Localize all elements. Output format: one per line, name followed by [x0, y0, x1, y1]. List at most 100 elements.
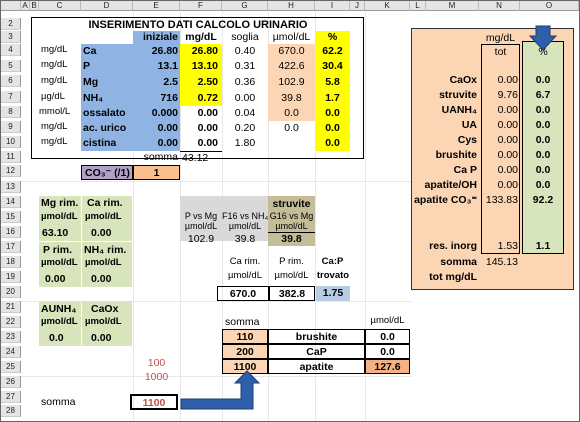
analyte-name[interactable]: Ca: [81, 44, 133, 59]
row-number[interactable]: 2: [1, 18, 21, 30]
unit-cell[interactable]: mg/dL: [41, 121, 68, 132]
result-pct[interactable]: 0.0: [535, 74, 551, 86]
col-header-g[interactable]: G: [222, 1, 268, 11]
mgdl-value[interactable]: 0.00: [197, 137, 218, 149]
col-header-b[interactable]: B: [30, 1, 39, 11]
col-header-c[interactable]: C: [39, 1, 81, 11]
soglia-value[interactable]: 0.40: [234, 45, 256, 57]
analyte-name[interactable]: Mg: [81, 75, 133, 91]
mgdl-value[interactable]: 13.10: [180, 59, 222, 75]
somma-right-tot[interactable]: 145.13: [485, 256, 518, 268]
result-pct[interactable]: 0.0: [535, 104, 551, 116]
mgdl-value[interactable]: 0.72: [180, 91, 222, 106]
row-number[interactable]: 5: [1, 60, 21, 72]
unit-cell[interactable]: mg/dL: [41, 59, 68, 70]
iniziale-input[interactable]: 0.00: [133, 136, 180, 151]
umol-value[interactable]: 0.0: [268, 106, 315, 121]
result-pct[interactable]: 92.2: [532, 194, 554, 206]
row-number[interactable]: 20: [1, 286, 21, 298]
row-number[interactable]: 21: [1, 301, 21, 313]
result-pct[interactable]: 0.0: [535, 179, 551, 191]
pvsmg-value[interactable]: 102.9: [187, 233, 215, 245]
soglia-value[interactable]: 1.80: [234, 137, 256, 149]
mgdl-value[interactable]: 0.00: [197, 122, 218, 134]
umol-value[interactable]: 39.8: [268, 91, 315, 106]
row-number[interactable]: 26: [1, 376, 21, 388]
unit-cell[interactable]: µg/dL: [41, 91, 65, 102]
percent-value[interactable]: 1.7: [315, 91, 350, 106]
red-value[interactable]: 100: [147, 357, 166, 369]
result-tot[interactable]: 9.76: [497, 89, 518, 101]
analyte-name[interactable]: cistina: [81, 136, 133, 151]
co3-label[interactable]: CO₃⁻ (/1): [81, 165, 133, 180]
unit-cell[interactable]: mmol/L: [39, 106, 71, 117]
analyte-name[interactable]: ossalato: [81, 106, 133, 121]
corner-cell[interactable]: [1, 1, 21, 11]
struvite-value[interactable]: 39.8: [268, 232, 315, 245]
header-umol[interactable]: µmol/dL: [272, 31, 311, 43]
soglia-value[interactable]: 0.36: [234, 76, 256, 88]
result-pct[interactable]: 0.0: [535, 149, 551, 161]
row-number[interactable]: 25: [1, 361, 21, 373]
result-pct[interactable]: 6.7: [535, 89, 551, 101]
row-number[interactable]: 16: [1, 226, 21, 238]
header-mgdl[interactable]: mg/dL: [185, 31, 217, 43]
iniziale-input[interactable]: 13.1: [133, 59, 180, 75]
res-inorg-pct[interactable]: 1.1: [535, 240, 551, 252]
row-number[interactable]: 9: [1, 121, 21, 133]
cap-result[interactable]: 0.0: [365, 344, 410, 359]
result-tot[interactable]: 0.00: [497, 149, 518, 161]
row-number[interactable]: 13: [1, 181, 21, 193]
row-number[interactable]: 17: [1, 241, 21, 253]
nh4-rim-value[interactable]: 0.00: [91, 273, 112, 285]
result-tot[interactable]: 133.83: [485, 194, 518, 206]
row-number[interactable]: 8: [1, 106, 21, 118]
row-number[interactable]: 12: [1, 165, 21, 177]
percent-value[interactable]: 0.0: [315, 121, 350, 136]
row-number[interactable]: 6: [1, 75, 21, 87]
soglia-value[interactable]: 0.20: [234, 122, 256, 134]
f16vsnh4-value[interactable]: 39.8: [234, 233, 256, 245]
aunh4-value[interactable]: 0.0: [49, 332, 64, 344]
iniziale-input[interactable]: 716: [133, 91, 180, 106]
col-header-d[interactable]: D: [81, 1, 133, 11]
header-percent[interactable]: %: [315, 31, 350, 44]
apatite-result[interactable]: 127.6: [365, 359, 410, 374]
unit-cell[interactable]: mg/dL: [41, 44, 68, 55]
row-number[interactable]: 24: [1, 346, 21, 358]
row-number[interactable]: 18: [1, 256, 21, 268]
brushite-threshold[interactable]: 110: [222, 329, 268, 344]
row-number[interactable]: 10: [1, 136, 21, 148]
result-pct[interactable]: 0.0: [535, 164, 551, 176]
col-header-l[interactable]: L: [410, 1, 426, 11]
umol-value[interactable]: 670.0: [268, 44, 315, 59]
header-soglia[interactable]: soglia: [231, 31, 259, 43]
col-header-o[interactable]: O: [520, 1, 579, 11]
co3-input[interactable]: 1: [133, 165, 180, 180]
col-header-m[interactable]: M: [426, 1, 479, 11]
p-rim-value[interactable]: 0.00: [45, 273, 66, 285]
unit-cell[interactable]: mg/dL: [41, 136, 68, 147]
mgdl-value[interactable]: 2.50: [180, 75, 222, 91]
p-rim2-value[interactable]: 382.8: [269, 286, 315, 301]
umol-value[interactable]: 0.0: [284, 122, 299, 134]
ca-rim-value[interactable]: 0.00: [91, 227, 112, 239]
row-number[interactable]: 11: [1, 151, 21, 163]
col-header-a[interactable]: A: [21, 1, 30, 11]
result-tot[interactable]: 0.00: [497, 119, 518, 131]
iniziale-input[interactable]: 0.00: [133, 121, 180, 136]
col-header-f[interactable]: F: [180, 1, 222, 11]
ca-rim2-value[interactable]: 670.0: [217, 286, 269, 301]
soglia-value[interactable]: 0.04: [234, 107, 256, 119]
brushite-result[interactable]: 0.0: [365, 329, 410, 344]
iniziale-input[interactable]: 2.5: [133, 75, 180, 91]
row-number[interactable]: 27: [1, 391, 21, 403]
result-tot[interactable]: 0.00: [497, 104, 518, 116]
header-iniziale[interactable]: iniziale: [133, 31, 180, 44]
col-header-k[interactable]: K: [365, 1, 410, 11]
mgdl-value[interactable]: 0.00: [197, 107, 218, 119]
col-header-i[interactable]: I: [315, 1, 350, 11]
iniziale-input[interactable]: 0.000: [133, 106, 180, 121]
result-tot[interactable]: 0.00: [497, 164, 518, 176]
percent-value[interactable]: 0.0: [315, 106, 350, 121]
